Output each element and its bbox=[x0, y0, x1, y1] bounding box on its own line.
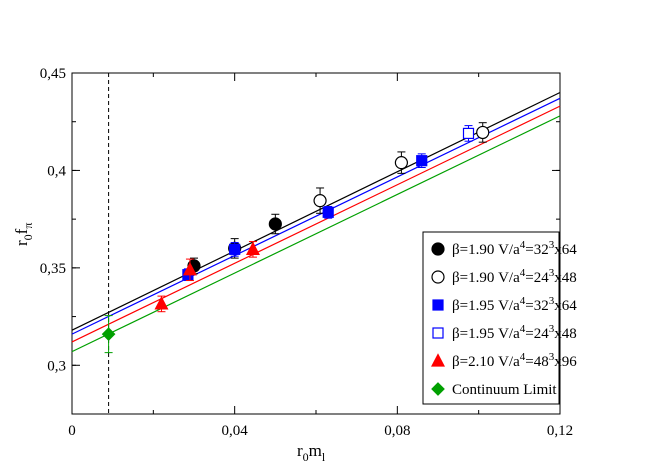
data-point-series-0 bbox=[268, 217, 282, 231]
x-tick-label: 0 bbox=[68, 423, 76, 439]
fit-red-line bbox=[71, 105, 561, 343]
legend-box bbox=[422, 231, 560, 405]
data-point-series-3 bbox=[462, 127, 475, 140]
legend-label-3: β=1.95 V/a4=243x48 bbox=[452, 323, 577, 342]
y-tick-label: 0,4 bbox=[47, 163, 66, 179]
y-tick-label: 0,35 bbox=[40, 261, 66, 277]
legend-marker-0 bbox=[431, 242, 445, 256]
data-point-series-1 bbox=[476, 125, 490, 140]
data-point-series-4 bbox=[154, 296, 169, 310]
x-tick-label: 0,12 bbox=[547, 423, 573, 439]
data-point-series-4 bbox=[245, 241, 260, 255]
x-axis-title: r0ml bbox=[297, 441, 326, 464]
data-point-series-5 bbox=[101, 327, 116, 341]
y-tick-label: 0,45 bbox=[40, 66, 66, 82]
legend-marker-2 bbox=[432, 299, 444, 311]
legend-label-2: β=1.95 V/a4=323x64 bbox=[452, 295, 577, 314]
legend-marker-5 bbox=[431, 382, 445, 396]
legend-label-1: β=1.90 V/a4=243x48 bbox=[452, 267, 577, 286]
legend-label-5: Continuum Limit bbox=[452, 382, 557, 398]
fit-green-line bbox=[71, 115, 561, 353]
data-points bbox=[101, 122, 490, 354]
y-tick-label: 0,3 bbox=[47, 358, 66, 374]
data-point-series-2 bbox=[416, 155, 428, 167]
data-point-series-2 bbox=[322, 206, 334, 218]
data-point-series-4 bbox=[182, 262, 197, 276]
legend-marker-1 bbox=[431, 270, 445, 284]
x-tick-label: 0,04 bbox=[222, 423, 249, 439]
legend-label-4: β=2.10 V/a4=483x96 bbox=[452, 351, 577, 370]
data-point-series-1 bbox=[394, 156, 408, 170]
data-point-series-1 bbox=[313, 194, 327, 208]
legend: β=1.90 V/a4=323x64 β=1.90 V/a4=243x48 β=1.… bbox=[422, 231, 577, 405]
legend-label-0: β=1.90 V/a4=323x64 bbox=[452, 239, 577, 258]
data-point-series-2 bbox=[229, 243, 241, 255]
x-tick-label: 0,08 bbox=[384, 423, 410, 439]
legend-marker-3 bbox=[432, 327, 444, 339]
y-axis-title: r0fπ bbox=[12, 223, 35, 246]
legend-marker-4 bbox=[431, 353, 445, 367]
